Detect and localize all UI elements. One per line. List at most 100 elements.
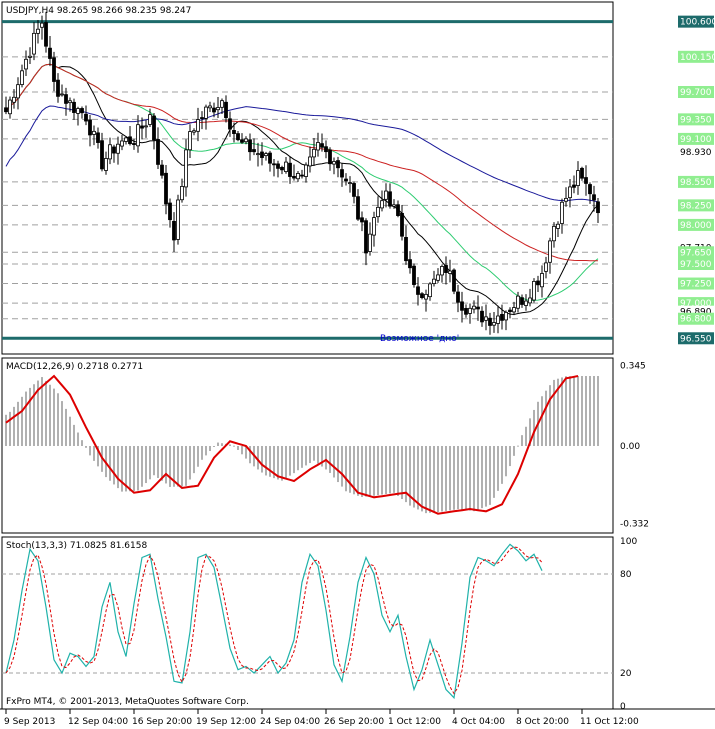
candle-body xyxy=(508,309,512,313)
macd-histogram-bar xyxy=(485,446,487,507)
price-level-label: 100.600 xyxy=(680,18,715,28)
macd-histogram-bar xyxy=(553,379,555,446)
macd-histogram-bar xyxy=(17,401,19,446)
macd-histogram-bar xyxy=(597,376,599,446)
candle-body xyxy=(196,119,200,132)
macd-histogram-bar xyxy=(137,446,139,491)
candle-body xyxy=(192,130,196,133)
macd-histogram-bar xyxy=(529,418,531,446)
candle-body xyxy=(516,295,520,309)
candle-body xyxy=(376,206,380,218)
macd-histogram-bar xyxy=(149,446,151,480)
candle-body xyxy=(320,143,324,148)
candle-body xyxy=(256,153,260,156)
macd-histogram-bar xyxy=(461,446,463,510)
macd-histogram-bar xyxy=(569,376,571,446)
price-level-label: 99.100 xyxy=(680,135,712,145)
candle-body xyxy=(468,307,472,314)
candle-body xyxy=(200,117,204,119)
macd-histogram-bar xyxy=(325,446,327,470)
candle-body xyxy=(20,70,24,85)
macd-histogram-bar xyxy=(429,446,431,513)
macd-histogram-bar xyxy=(477,446,479,510)
candle-body xyxy=(504,312,508,321)
candle-body xyxy=(344,178,348,182)
candle-body xyxy=(48,47,52,59)
macd-histogram-bar xyxy=(365,446,367,497)
macd-histogram-bar xyxy=(561,377,563,446)
price-level-label-bg xyxy=(678,199,714,212)
macd-histogram-bar xyxy=(29,387,31,446)
candle-body xyxy=(176,199,180,240)
candle-body xyxy=(552,225,556,242)
macd-histogram-bar xyxy=(41,377,43,446)
macd-panel-frame xyxy=(1,357,614,534)
price-level-label-bg xyxy=(678,15,714,28)
macd-histogram-bar xyxy=(345,446,347,492)
macd-histogram-bar xyxy=(501,446,503,484)
macd-histogram-bar xyxy=(437,446,439,513)
candle-body xyxy=(492,322,496,326)
candle-body xyxy=(220,100,224,108)
candle-body xyxy=(360,217,364,223)
macd-histogram-bar xyxy=(13,406,15,446)
macd-histogram-bar xyxy=(545,390,547,446)
candle-body xyxy=(336,160,340,169)
macd-histogram-bar xyxy=(213,446,215,447)
candle-body xyxy=(180,186,184,201)
candle-body xyxy=(288,162,292,177)
time-axis-label: 24 Sep 04:00 xyxy=(260,717,320,727)
macd-histogram-bar xyxy=(257,446,259,470)
candle-body xyxy=(40,22,44,28)
candle-body xyxy=(76,108,80,114)
macd-histogram-bar xyxy=(21,396,23,446)
candle-body xyxy=(388,191,392,207)
macd-histogram-bar xyxy=(453,446,455,510)
candle-body xyxy=(308,156,312,167)
macd-histogram-bar xyxy=(337,446,339,483)
candle-body xyxy=(324,146,328,153)
macd-histogram-bar xyxy=(309,446,311,464)
price-level-label-bg xyxy=(678,312,714,325)
candle-body xyxy=(556,223,560,229)
candle-body xyxy=(412,265,416,285)
macd-histogram-bar xyxy=(5,414,7,446)
candle-body xyxy=(352,183,356,197)
candle-body xyxy=(168,202,172,221)
stoch-main-line xyxy=(5,543,543,700)
time-axis-label: 19 Sep 12:00 xyxy=(196,717,256,727)
stoch-tick-label: 80 xyxy=(620,570,632,580)
candle-body xyxy=(116,143,120,154)
macd-histogram-bar xyxy=(357,446,359,496)
macd-histogram-bar xyxy=(169,446,171,487)
candle-body xyxy=(28,55,32,58)
macd-histogram-bar xyxy=(53,388,55,446)
candle-body xyxy=(540,273,544,288)
macd-histogram-bar xyxy=(333,446,335,478)
main-price-panel[interactable]: 100.600 100.150 99.700 99.350 99.100 98.930 98… xyxy=(1,1,715,355)
macd-histogram-bar xyxy=(381,446,383,495)
macd-histogram-bar xyxy=(73,424,75,446)
macd-histogram-bar xyxy=(177,446,179,487)
stochastic-panel[interactable]: 100 80 20 0 Stoch(13,3,3) 71.0825 81.6158 F… xyxy=(1,536,637,712)
moving-average-slow xyxy=(5,63,599,262)
macd-histogram-bar xyxy=(49,384,51,446)
time-axis-label: 11 Oct 12:00 xyxy=(580,717,639,727)
macd-histogram-bar xyxy=(197,446,199,467)
macd-histogram-bar xyxy=(245,446,247,459)
macd-panel[interactable]: 0.345 0.00 -0.332 MACD(12,26,9) 0.2718 0.2… xyxy=(1,357,649,534)
macd-histogram-bar xyxy=(261,446,263,473)
macd-histogram-bar xyxy=(233,445,235,447)
macd-histogram-bar xyxy=(185,446,187,486)
macd-histogram-bar xyxy=(565,376,567,446)
macd-histogram-bar xyxy=(113,446,115,485)
macd-histogram-bar xyxy=(153,446,155,476)
price-level-label-bg xyxy=(678,258,714,270)
candle-body xyxy=(484,316,488,321)
price-level-label-bg xyxy=(678,146,714,159)
price-level-label: 97.000 xyxy=(680,299,712,309)
candle-body xyxy=(592,194,596,201)
candle-body xyxy=(132,143,136,145)
candle-body xyxy=(264,153,268,157)
